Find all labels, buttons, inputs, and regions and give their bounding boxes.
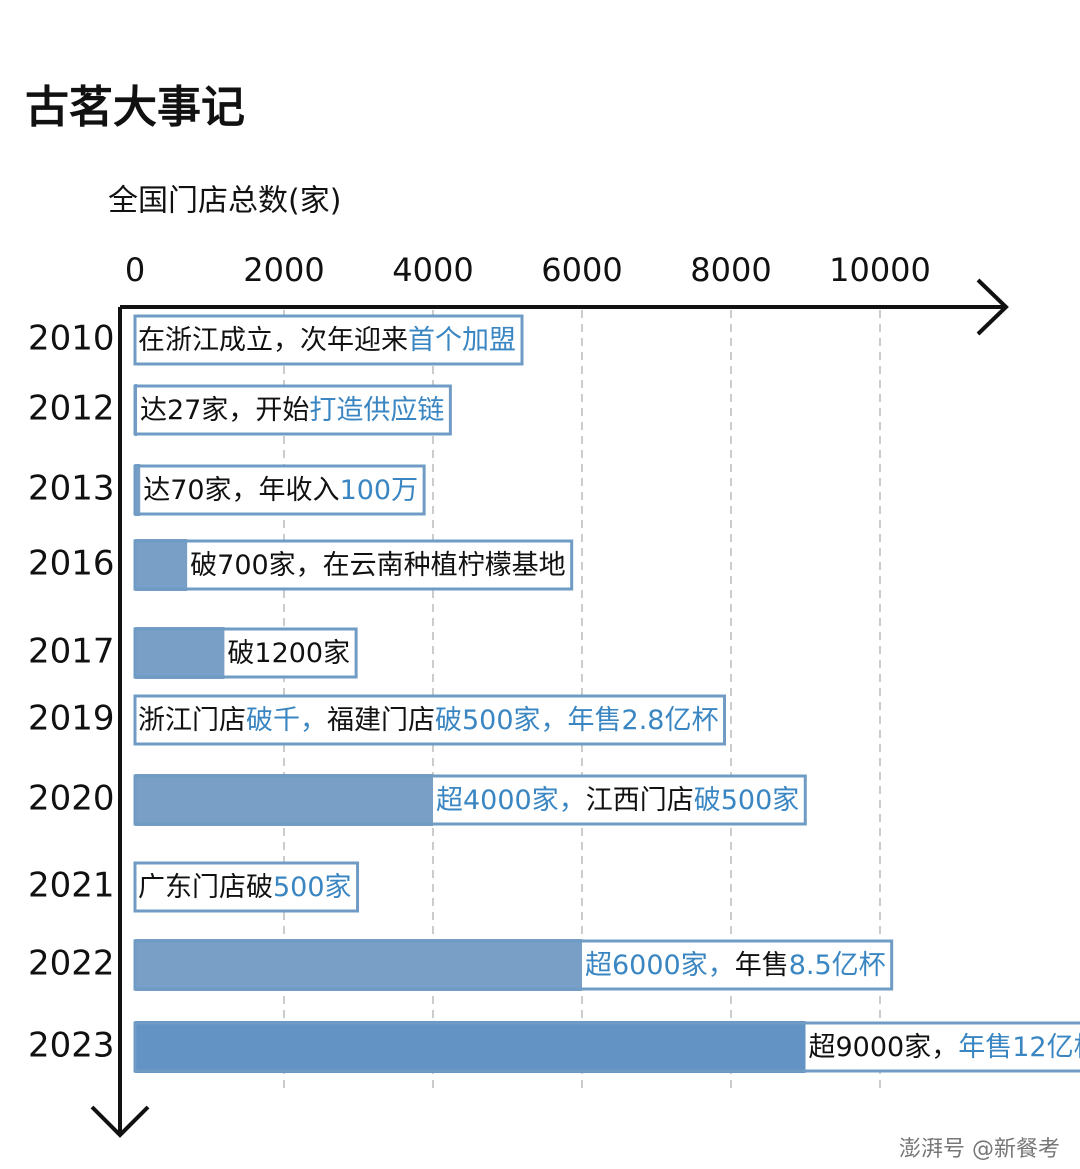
annotation-segment: 福建门店: [327, 705, 435, 736]
annotation-segment: 破700家，在云南种植柠檬基地: [190, 550, 566, 581]
annotation: 超6000家，年售8.5亿杯: [585, 950, 886, 981]
annotation-outline: [133, 1021, 1080, 1073]
annotation-segment: 达27家，开始: [140, 395, 309, 426]
bar: [135, 464, 141, 516]
y-tick-label: 2022: [28, 944, 115, 984]
annotation: 在浙江成立，次年迎来首个加盟: [138, 325, 516, 356]
x-arrow: [976, 278, 1009, 336]
y-arrow: [90, 1105, 150, 1138]
annotation-segment: 破千，: [246, 705, 327, 736]
annotation-outline: [133, 539, 574, 591]
annotation-outline: [133, 694, 726, 746]
annotation-segment: 破500家: [694, 785, 800, 816]
y-tick-label: 2017: [28, 632, 115, 672]
annotation-segment: 年售12亿杯: [958, 1032, 1080, 1063]
y-tick-label: 2016: [28, 544, 115, 584]
annotation-segment: 8.5亿杯: [789, 950, 886, 981]
bar: [135, 539, 188, 591]
annotation-segment: 年售: [735, 950, 789, 981]
annotation: 广东门店破500家: [138, 872, 352, 903]
annotation: 破1200家: [227, 638, 350, 669]
annotation-outline: [133, 464, 426, 516]
row: 达27家，开始打造供应链: [133, 384, 452, 436]
y-tick-label: 2013: [28, 469, 115, 509]
annotation-segment: 达70家，年收入: [143, 475, 339, 506]
annotation-box: [135, 863, 358, 911]
annotation-box: [135, 316, 522, 364]
annotation-box: [135, 386, 451, 434]
annotation-segment: 打造供应链: [309, 395, 444, 426]
annotation-segment: 江西门店: [586, 785, 694, 816]
y-tick-label: 2021: [28, 866, 115, 906]
rows: 在浙江成立，次年迎来首个加盟达27家，开始打造供应链达70家，年收入100万破7…: [133, 314, 1080, 1073]
annotation-segment: 广东门店破: [138, 872, 273, 903]
annotation: 浙江门店破千，福建门店破500家，年售2.8亿杯: [138, 705, 718, 736]
bar: [135, 627, 225, 679]
annotation-box: [135, 696, 725, 744]
annotation-outline: [133, 627, 358, 679]
annotation-outline: [133, 774, 807, 826]
annotation-outline: [133, 939, 894, 991]
bar: [135, 774, 433, 826]
row: 达70家，年收入100万: [133, 464, 426, 516]
annotation: 达27家，开始打造供应链: [140, 395, 444, 426]
axes: [90, 278, 1009, 1138]
x-tick-label: 10000: [829, 251, 931, 289]
bar: [135, 939, 582, 991]
annotation-outline: [133, 384, 452, 436]
x-tick-label: 6000: [541, 251, 622, 289]
row: 破1200家: [133, 627, 358, 679]
row: 浙江门店破千，福建门店破500家，年售2.8亿杯: [133, 694, 726, 746]
x-tick-label: 2000: [243, 251, 324, 289]
annotation-segment: 首个加盟: [408, 325, 516, 356]
annotation: 超4000家，江西门店破500家: [436, 785, 799, 816]
y-tick-label: 2019: [28, 699, 115, 739]
annotation-outline: [133, 314, 524, 366]
row: 破700家，在云南种植柠檬基地: [133, 539, 574, 591]
annotation-box: [135, 466, 425, 514]
x-tick-label: 0: [125, 251, 145, 289]
row: 超9000家，年售12亿杯: [133, 1021, 1080, 1073]
y-tick-label: 2020: [28, 779, 115, 819]
x-tick-label: 8000: [690, 251, 771, 289]
row: 超6000家，年售8.5亿杯: [133, 939, 894, 991]
row: 超4000家，江西门店破500家: [133, 774, 807, 826]
y-tick-label: 2012: [28, 389, 115, 429]
annotation-segment: 500家: [273, 872, 352, 903]
annotation-segment: 在浙江成立，次年迎来: [138, 325, 408, 356]
annotation-segment: 超6000家，: [585, 950, 735, 981]
annotation-segment: 破500家，年售2.8亿杯: [435, 705, 718, 736]
annotation-segment: 超9000家，: [809, 1032, 959, 1063]
chart-title: 古茗大事记: [25, 82, 245, 133]
row: 在浙江成立，次年迎来首个加盟: [133, 314, 524, 366]
axis-label: 全国门店总数(家): [108, 184, 341, 219]
annotation-outline: [133, 861, 360, 913]
row: 广东门店破500家: [133, 861, 360, 913]
annotation-segment: 100万: [340, 475, 419, 506]
annotation-segment: 破1200家: [227, 638, 350, 669]
watermark: 澎湃号 @新餐考: [899, 1137, 1060, 1162]
annotation-segment: 浙江门店: [138, 705, 246, 736]
annotation-segment: 超4000家，: [436, 785, 586, 816]
y-tick-label: 2023: [28, 1026, 115, 1066]
x-tick-label: 4000: [392, 251, 473, 289]
annotation: 破700家，在云南种植柠檬基地: [190, 550, 566, 581]
annotation: 超9000家，年售12亿杯: [809, 1032, 1080, 1063]
bar: [135, 1021, 806, 1073]
annotation-box: [135, 541, 572, 589]
annotation: 达70家，年收入100万: [143, 475, 418, 506]
y-tick-label: 2010: [28, 319, 115, 359]
